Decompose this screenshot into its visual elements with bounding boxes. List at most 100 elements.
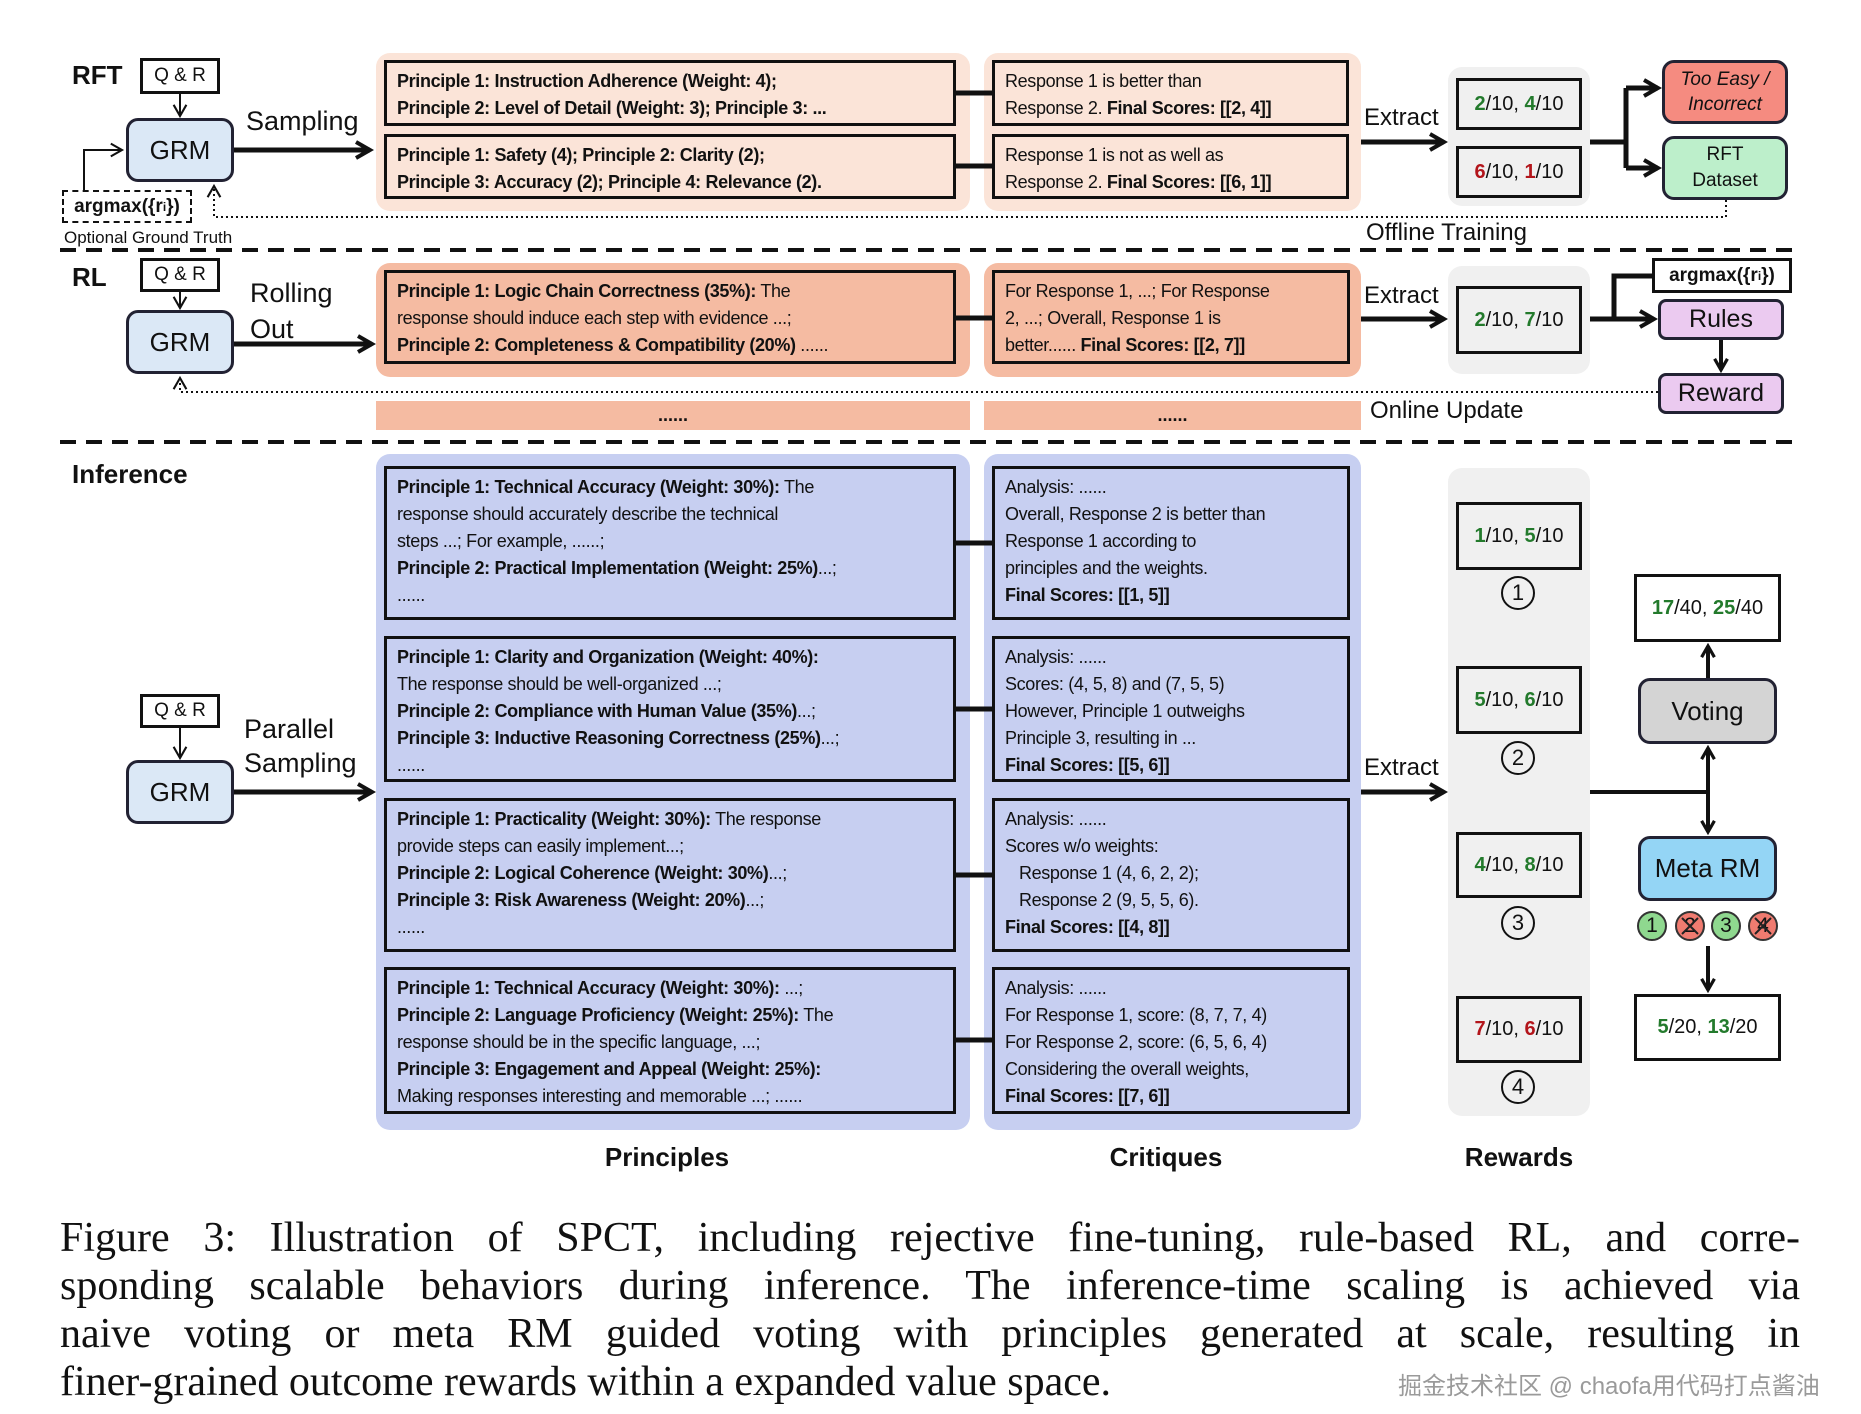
online-update-label: Online Update [1370,397,1524,424]
inf-reward-box: 1/10, 5/10 [1456,502,1582,570]
rft-critique-box: Response 1 is not as well as Response 2. … [992,134,1349,199]
inf-critique-box: Analysis: ...... Scores w/o weights: Resp… [992,798,1350,952]
text-segment: response should induce each step with ev… [397,308,792,328]
text-line: ...... [397,582,943,609]
text-segment: ...; [745,890,765,910]
critiques-column-label: Critiques [1109,1142,1223,1172]
text-segment: /10 [1535,92,1564,115]
inf-critique-box: Analysis: ...... Scores: (4, 5, 8) and (7… [992,636,1350,782]
rl-critique-box: For Response 1, ...; For Response 2, ...;… [992,270,1350,364]
text-segment: better...... [1005,335,1081,355]
text-line: Final Scores: [[1, 5]] [1005,582,1337,609]
text-segment: The [798,1005,834,1025]
rft-label: RFT [72,60,123,90]
rejected-sample-icon: 2 [1675,911,1705,941]
inf-reward-box: 7/10, 6/10 [1456,996,1582,1063]
rl-principle-box: Principle 1: Logic Chain Correctness (35… [384,270,956,364]
text-line: 4/10, 8/10 [1475,854,1564,877]
text-segment: For Response 2, score: (6, 5, 6, 4) [1005,1032,1267,1052]
text-line: response should induce each step with ev… [397,305,943,332]
text-line: Response 2 (9, 5, 5, 6). [1005,887,1337,914]
text-segment: The [779,477,814,497]
text-line: response should accurately describe the … [397,501,943,528]
text-segment: Principle 1: Logic Chain Correctness (35… [397,281,757,301]
rl-label: RL [72,262,107,292]
text-line: ...... [397,914,943,941]
text-segment: Principle 3: Risk Awareness (Weight: 20%… [397,890,746,910]
rules-box: Rules [1658,299,1784,340]
optional-ground-truth-label: Optional Ground Truth [64,228,233,247]
score-value: 5 [1524,524,1536,547]
text-segment: Principle 2: Compliance with Human Value… [397,701,798,721]
rft-dataset-text: Dataset [1692,170,1758,191]
argmax-text: argmax({r [74,195,163,217]
text-segment: /10 [1535,308,1564,331]
text-segment: steps ...; For example, ......; [397,531,605,551]
text-segment: Overall, Response 2 is better than [1005,504,1266,524]
text-segment: The response [710,809,821,829]
text-line: Principle 2: Completeness & Compatibilit… [397,332,943,359]
score-value: 2 [1474,308,1486,331]
text-segment: /10, [1485,1018,1525,1040]
text-line: better...... Final Scores: [[2, 7]] [1005,332,1337,359]
text-segment: /20, [1668,1016,1708,1038]
cross-icon [1754,917,1772,935]
rewards-column-label: Rewards [1464,1142,1574,1172]
too-easy-incorrect-box: Too Easy / Incorrect [1662,60,1788,124]
figure-caption-line: finer-grained outcome rewards within a e… [60,1359,1112,1405]
text-line: Analysis: ...... [1005,644,1337,671]
text-segment: Principle 2: Language Proficiency (Weigh… [397,1005,799,1025]
inf-principle-box: Principle 1: Technical Accuracy (Weight:… [384,967,956,1114]
voting-result-box: 17/40, 25/40 [1634,574,1781,642]
score-value: 4 [1474,853,1486,876]
text-segment: response should be in the specific langu… [397,1032,761,1052]
sample-number-badge: 2 [1501,741,1535,775]
text-segment: ...; [797,701,816,721]
sample-number-badge: 3 [1501,906,1535,940]
figure-caption-line: naive voting or meta RM guided voting wi… [60,1311,1800,1357]
text-segment: Principle 2: Completeness & Compatibilit… [397,335,796,355]
score-value: 1 [1474,524,1486,547]
text-segment: The [756,281,791,301]
score-value: 7 [1524,308,1536,331]
text-segment: /40, [1674,596,1714,619]
voting-box: Voting [1638,678,1777,744]
text-segment: Response 2. [1005,98,1107,118]
text-line: Principle 3: Engagement and Appeal (Weig… [397,1056,943,1083]
sampling-label-inf: Sampling [244,748,357,778]
text-line: Scores w/o weights: [1005,833,1337,860]
text-segment: Principle 3: Inductive Reasoning Correct… [397,728,821,748]
argmax-text: argmax({r [1669,264,1758,286]
sample-number: 3 [1720,914,1732,937]
score-value: 5 [1657,1016,1669,1038]
text-line: 6/10, 1/10 [1475,161,1564,184]
text-segment: ...... [397,585,425,605]
text-line: 2, ...; Overall, Response 1 is [1005,305,1337,332]
text-segment: Principle 2: Level of Detail (Weight: 3)… [397,98,827,118]
text-line: Principle 3, resulting in ... [1005,725,1337,752]
selected-sample-icon: 1 [1637,911,1667,941]
score-value: 4 [1524,92,1536,115]
rft-critique-box: Response 1 is better than Response 2. Fin… [992,60,1349,126]
text-line: For Response 2, score: (6, 5, 6, 4) [1005,1029,1337,1056]
text-segment: ...... [397,755,425,775]
text-segment: Final Scores: [[6, 1]] [1106,172,1272,192]
text-segment: Response 1 is not as well as [1005,145,1224,165]
rl-extract-label: Extract [1364,282,1439,309]
score-value: 5 [1474,688,1486,711]
score-value: 2 [1474,92,1486,115]
meta-rm-result-box: 5/20, 13/20 [1634,994,1781,1061]
rft-reward-box: 6/10, 1/10 [1456,146,1582,198]
text-segment: /10 [1535,1018,1564,1040]
argmax-subscript: i [1757,268,1762,283]
text-line: Analysis: ...... [1005,806,1337,833]
text-line: Final Scores: [[4, 8]] [1005,914,1337,941]
sample-number-badge: 1 [1501,576,1535,610]
text-line: 2/10, 7/10 [1475,309,1564,332]
text-line: steps ...; For example, ......; [397,528,943,555]
text-segment: /10 [1535,853,1564,876]
text-line: 17/40, 25/40 [1652,597,1763,620]
text-segment: principles and the weights. [1005,558,1208,578]
cross-icon [1681,917,1699,935]
sampling-label: Sampling [246,106,359,136]
